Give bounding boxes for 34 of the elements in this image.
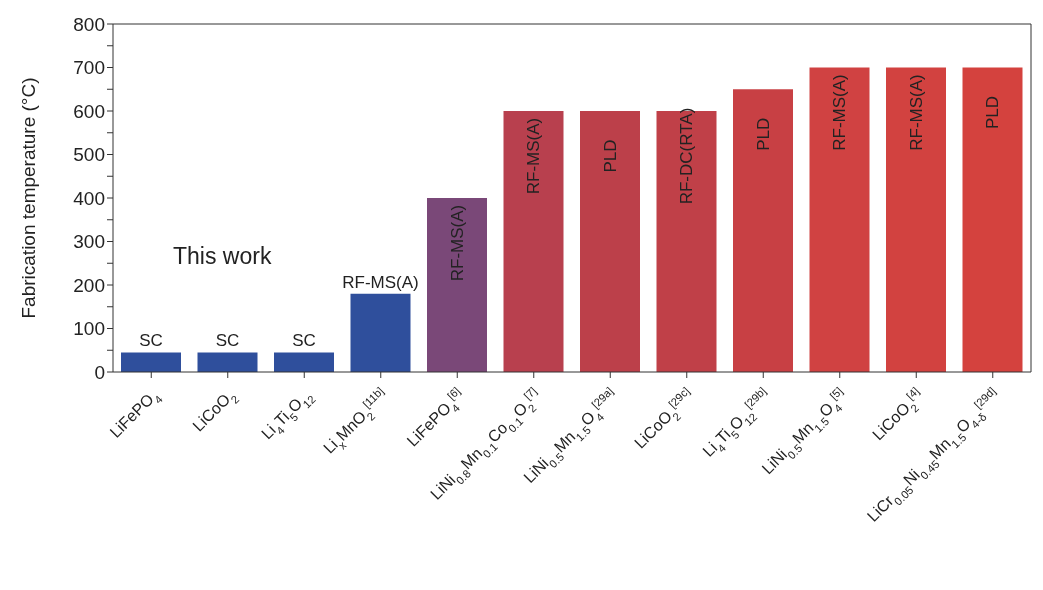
bar (274, 352, 334, 372)
y-tick-label: 300 (73, 231, 105, 253)
y-tick-label: 800 (73, 13, 105, 35)
annotation: SC (292, 331, 316, 351)
annotation: PLD (753, 117, 773, 151)
annotation: SC (215, 331, 240, 351)
y-tick-label: 700 (73, 57, 105, 79)
bar (962, 67, 1023, 372)
bar (197, 352, 258, 372)
annotation: PLD (600, 139, 620, 173)
annotation: RF-MS(A) (906, 74, 926, 151)
annotation: RF-MS(A) (524, 117, 543, 195)
y-tick-label: 500 (73, 144, 105, 166)
y-axis-title: Fabrication temperature (°C) (17, 77, 39, 319)
bar (350, 293, 411, 372)
y-tick-label: 200 (73, 274, 105, 296)
bar (733, 89, 793, 372)
annotation: RF-MS(A) (447, 204, 467, 282)
y-tick-label: 400 (73, 187, 105, 209)
annotation: This work (173, 243, 272, 270)
annotation: SC (139, 331, 163, 351)
annotation: PLD (983, 95, 1002, 130)
annotation: RF-MS(A) (342, 272, 419, 292)
bar (580, 111, 640, 372)
bar (427, 198, 487, 372)
bar (809, 67, 870, 372)
y-tick-label: 600 (73, 100, 105, 122)
bar (503, 111, 564, 372)
annotation: RF-MS(A) (830, 74, 849, 151)
annotation: RF-DC(RTA) (677, 107, 696, 205)
y-tick-label: 0 (94, 361, 105, 383)
bar (886, 67, 946, 372)
y-tick-label: 100 (73, 318, 105, 340)
bar (121, 352, 181, 372)
